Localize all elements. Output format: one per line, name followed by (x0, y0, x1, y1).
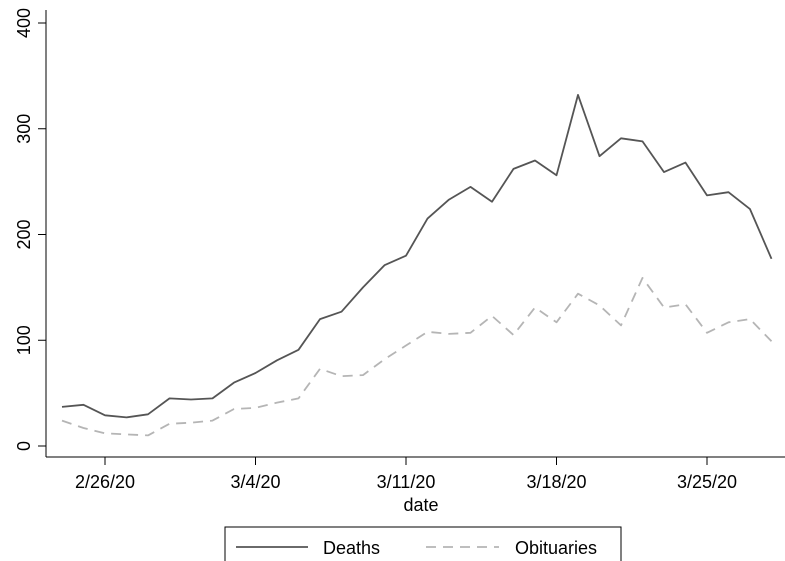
legend-label-deaths: Deaths (323, 538, 380, 558)
y-tick-label: 300 (14, 114, 34, 144)
y-tick-label: 200 (14, 219, 34, 249)
x-axis-title: date (403, 495, 438, 515)
y-tick-label: 100 (14, 325, 34, 355)
legend-box (224, 526, 622, 561)
series-line-obituaries (61, 276, 773, 437)
x-tick-label: 3/25/20 (677, 472, 737, 492)
legend-label-obituaries: Obituaries (515, 538, 597, 558)
legend: Deaths Obituaries (224, 526, 622, 561)
y-tick-label: 0 (14, 441, 34, 451)
x-tick-label: 2/26/20 (75, 472, 135, 492)
series-line-deaths (61, 94, 773, 419)
x-tick-label: 3/4/20 (230, 472, 280, 492)
x-axis-ticks: 2/26/20 3/4/20 3/11/20 3/18/20 3/25/20 (75, 457, 737, 492)
y-axis-ticks: 0 100 200 300 400 (14, 8, 46, 451)
x-tick-label: 3/18/20 (526, 472, 586, 492)
y-tick-label: 400 (14, 8, 34, 38)
x-tick-label: 3/11/20 (377, 472, 436, 492)
plot-area (46, 10, 785, 457)
series-layer (61, 94, 773, 437)
